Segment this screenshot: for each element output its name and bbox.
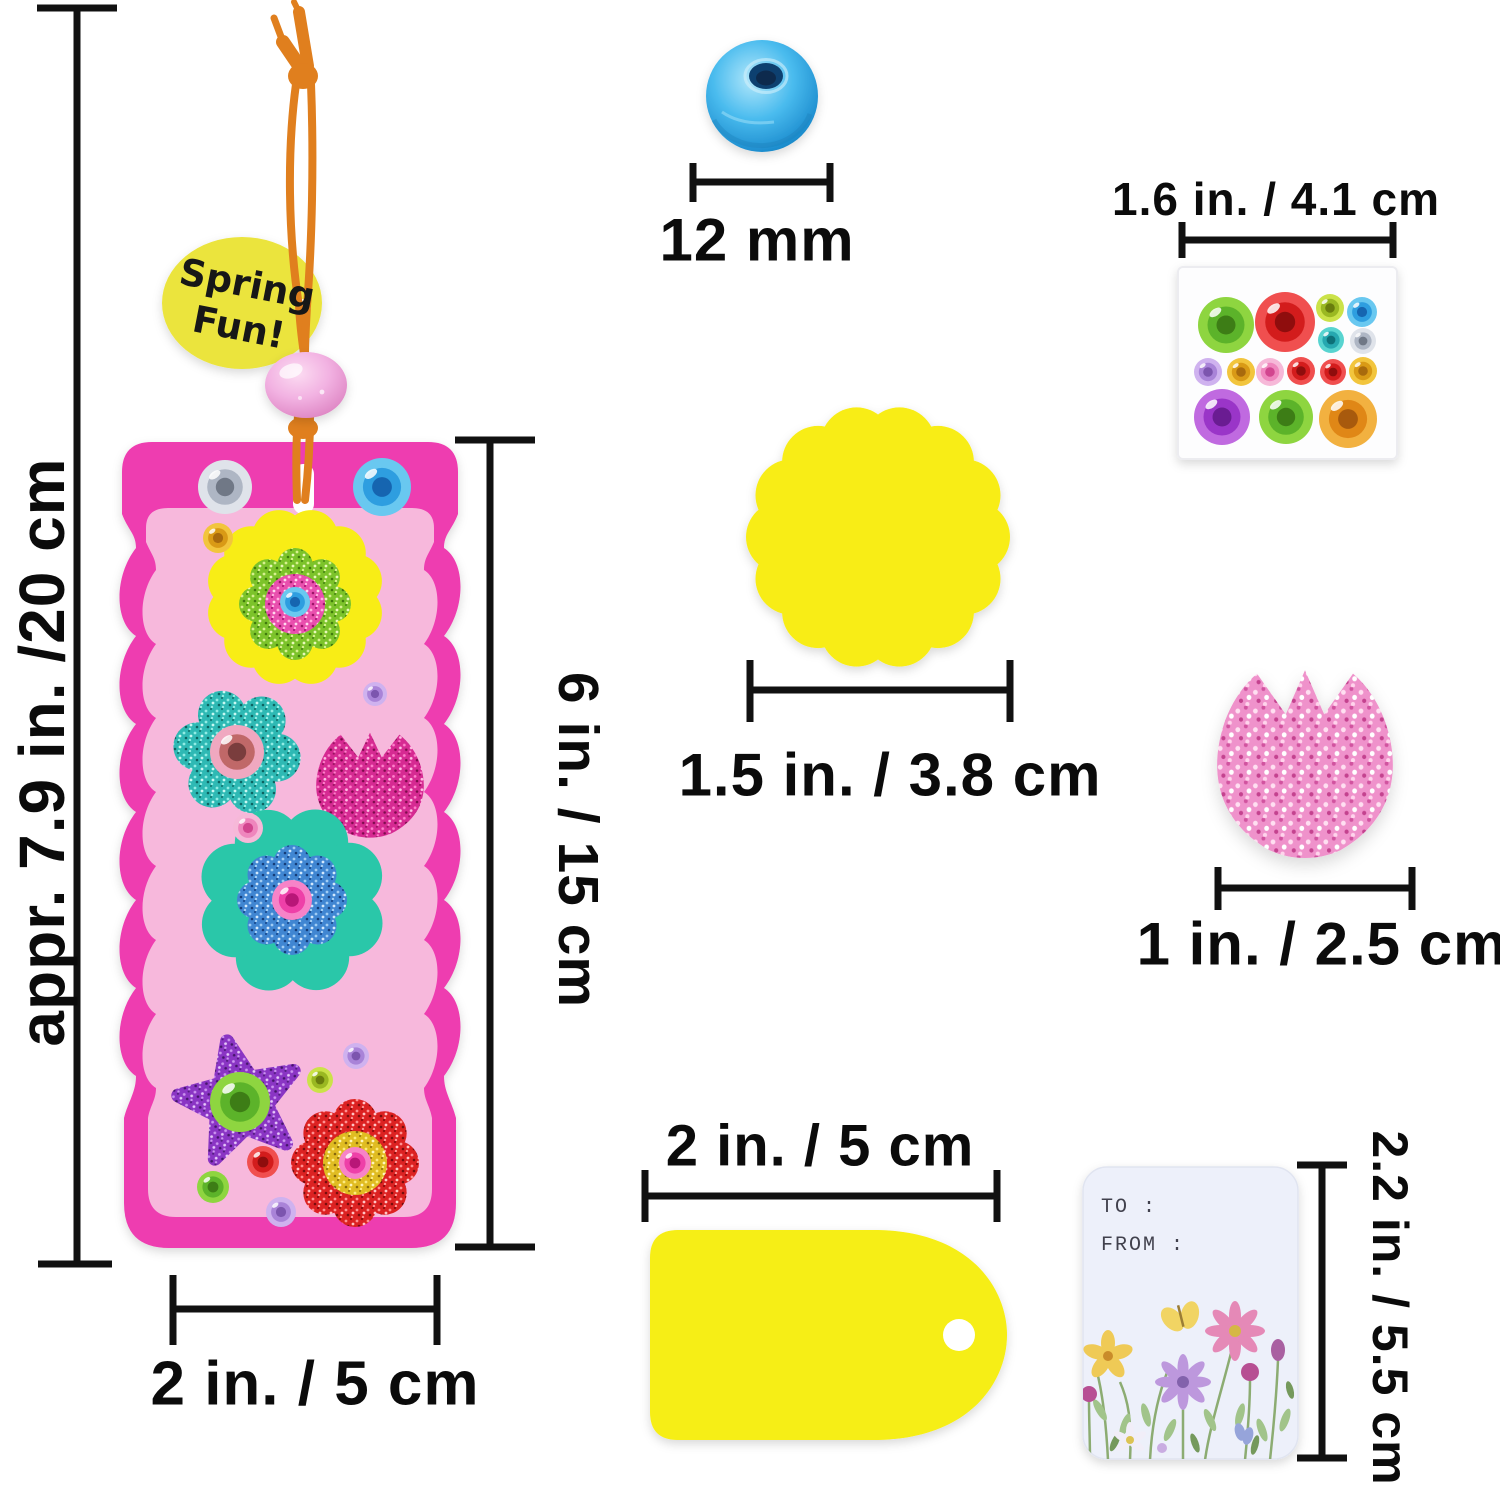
dimension-label-bookmark-height: 6 in. / 15 cm	[546, 671, 610, 1009]
bookmark-gem-stickers	[197, 458, 411, 1227]
gem-silver	[1350, 328, 1376, 354]
dimension-label-bead: 12 mm	[659, 206, 855, 274]
gem-red	[1287, 357, 1315, 385]
gem-gold	[1349, 357, 1377, 385]
gem-teal	[1318, 327, 1344, 353]
pink-bead-highlight	[279, 363, 303, 379]
dimension-line-gem-sheet	[1178, 222, 1397, 258]
gift-tag-hole	[943, 1319, 975, 1351]
dimension-label-gift-tag: 2 in. / 5 cm	[665, 1113, 975, 1179]
gem-red	[1320, 359, 1346, 385]
card-bluebell	[1234, 1423, 1254, 1445]
gem-sticker-sheet	[1177, 266, 1398, 460]
dimension-line-bookmark-width	[169, 1275, 441, 1345]
gem-lavender	[343, 1043, 369, 1069]
dimension-lines	[37, 4, 1416, 1462]
pink-bead	[265, 352, 347, 418]
gem-red	[1255, 292, 1315, 352]
gem-gold	[1227, 358, 1255, 386]
hanging-string	[270, 0, 318, 504]
card-butterfly	[1160, 1301, 1200, 1332]
blue-bead-body	[706, 40, 818, 152]
gem-red	[247, 1146, 279, 1178]
dimension-label-total-height: appr. 7.9 in. /20 cm	[6, 457, 78, 1047]
gem-lavender	[363, 682, 387, 706]
string-bow-tip	[270, 14, 287, 46]
blue-bead	[706, 40, 818, 152]
gem-sheet-gems	[1194, 292, 1377, 448]
gem-purple	[1194, 389, 1250, 445]
gem-lime	[307, 1067, 333, 1093]
dimension-line-tulip	[1214, 867, 1416, 910]
dimension-line-flower	[746, 660, 1014, 722]
yellow-foam-flower	[746, 407, 1010, 667]
gift-card	[1082, 1166, 1299, 1460]
gem-green	[1198, 297, 1254, 353]
card-purple-daisy	[1155, 1354, 1211, 1410]
bookmark	[119, 442, 461, 1248]
gift-card-floral-art	[1083, 1301, 1295, 1459]
gem-orange	[1319, 390, 1377, 448]
string-bow-end-right	[293, 6, 314, 72]
gem-silver	[198, 460, 252, 514]
card-magenta-bud	[1241, 1363, 1259, 1381]
dimension-label-gem-sheet: 1.6 in. / 4.1 cm	[1112, 173, 1440, 225]
gem-lime	[1316, 294, 1344, 322]
gem-green	[1259, 390, 1313, 444]
dimension-line-bead	[689, 163, 834, 202]
gem-green	[197, 1171, 229, 1203]
dimension-line-total-height	[37, 4, 117, 1268]
gem-lavender	[1194, 358, 1222, 386]
gem-pink	[1256, 358, 1284, 386]
card-yellow-flower	[1083, 1330, 1133, 1378]
string-knot-bottom	[288, 417, 318, 439]
card-magenta-tulip-bud	[1271, 1339, 1285, 1361]
card-white-daisy	[1113, 1422, 1147, 1451]
dimension-label-tulip: 1 in. / 2.5 cm	[1136, 910, 1500, 978]
gem-magentaGem	[339, 1147, 371, 1179]
gem-pink	[233, 813, 263, 843]
string-strand	[301, 80, 317, 358]
gem-lavender	[266, 1197, 296, 1227]
gift-tag-body	[650, 1230, 1007, 1440]
string-strand	[285, 80, 308, 358]
yellow-gift-tag	[650, 1230, 1007, 1440]
string-bow-tip	[291, 0, 302, 15]
gem-magentaGem	[272, 880, 312, 920]
gem-blue	[353, 458, 411, 516]
gem-blue	[1347, 297, 1377, 327]
dimension-label-gift-card: 2.2 in. / 5.5 cm	[1362, 1130, 1418, 1485]
gem-green	[210, 1072, 270, 1132]
gem-blue	[280, 587, 310, 617]
gift-card-to-label: TO :	[1101, 1196, 1158, 1219]
gift-card-from-label: FROM :	[1101, 1234, 1186, 1257]
card-pink-cosmos	[1205, 1301, 1265, 1361]
hang-tag-circle	[162, 237, 322, 369]
dimension-line-gift-tag	[641, 1170, 1001, 1222]
pink-bead-body	[265, 352, 347, 418]
gem-gold	[203, 523, 233, 553]
dimension-line-bookmark-height	[455, 436, 535, 1251]
dimension-label-bookmark-width: 2 in. / 5 cm	[150, 1349, 480, 1419]
dimension-label-flower: 1.5 in. / 3.8 cm	[678, 741, 1102, 809]
gem-rose	[210, 725, 264, 779]
dimension-line-gift-card	[1297, 1161, 1347, 1462]
pink-glitter-tulip	[1217, 670, 1393, 859]
